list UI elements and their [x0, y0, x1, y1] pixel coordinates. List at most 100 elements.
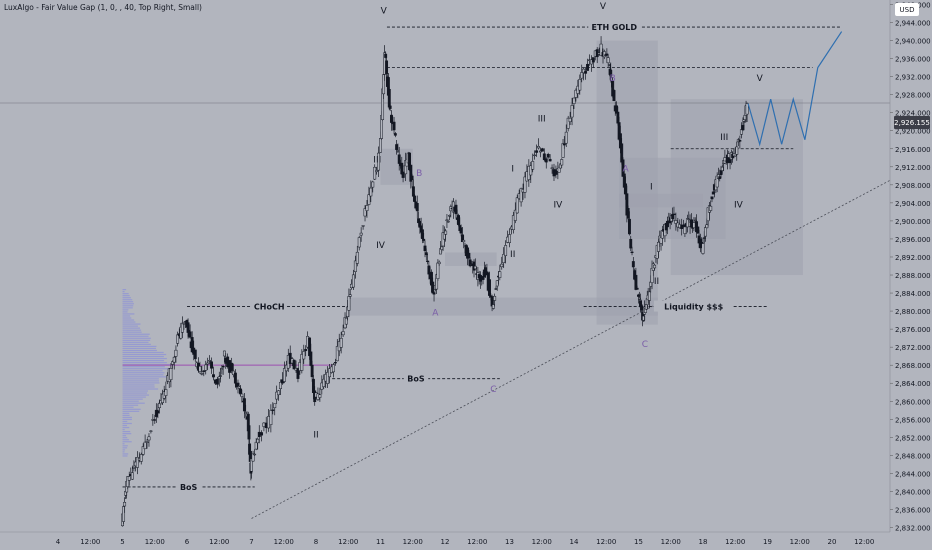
candle-body [257, 431, 261, 438]
level-label: BoS [407, 375, 425, 384]
candle-body [523, 176, 527, 193]
candle-body [409, 164, 413, 182]
candle-body [462, 239, 466, 243]
candle-body [200, 373, 204, 375]
level-label: BoS [180, 483, 198, 492]
x-tick-label: 11 [376, 538, 385, 546]
volume-profile-bar [122, 355, 164, 358]
candle-body [237, 386, 241, 389]
volume-profile-bar [122, 329, 142, 331]
candle-body [702, 237, 706, 239]
volume-profile-bar [122, 376, 167, 378]
candle-body [570, 105, 574, 118]
candle-body [318, 394, 322, 398]
currency-badge[interactable]: USD [895, 3, 919, 16]
candle-body [123, 502, 127, 507]
candle-body [240, 393, 244, 397]
candle-body [445, 219, 449, 222]
volume-profile-bar [122, 360, 165, 362]
candle-body [254, 441, 258, 450]
x-tick-label: 5 [120, 538, 124, 546]
y-tick-label: 2,876.000 [895, 326, 931, 334]
y-tick-label: 2,888.000 [895, 272, 931, 280]
volume-profile-bar [122, 382, 160, 384]
y-tick-label: 2,840.000 [895, 488, 931, 496]
wave-label: V [600, 2, 607, 12]
candle-body [397, 154, 401, 164]
candle-body [692, 222, 696, 228]
candle-body [657, 242, 660, 252]
candle-body [457, 215, 460, 226]
wave-label: C [642, 340, 648, 350]
wave-label: III [720, 133, 728, 143]
volume-profile-bar [122, 343, 151, 345]
indicator-label[interactable]: LuxAlgo - Fair Value Gap (1, 0, , 40, To… [4, 3, 202, 12]
candle-body [605, 53, 609, 56]
candle-body [574, 89, 578, 98]
candle-body [304, 348, 308, 352]
candle-body [424, 252, 428, 256]
candle-body [420, 229, 424, 239]
x-tick-label: 4 [56, 538, 61, 546]
candle-body [493, 295, 497, 301]
volume-profile-bar [122, 288, 127, 291]
candle-body [221, 366, 225, 368]
wave-label: III [373, 155, 381, 165]
volume-profile-bar [122, 307, 133, 309]
level-label: Liquidity $$$ [664, 303, 723, 312]
candle-body [169, 368, 173, 380]
candle-body [738, 140, 742, 142]
candle-body [739, 129, 743, 135]
volume-profile-bar [122, 315, 131, 317]
candle-body [508, 234, 511, 243]
candle-body [288, 352, 292, 364]
y-tick-label: 2,852.000 [895, 434, 931, 442]
volume-profile-bar [122, 341, 149, 343]
x-tick-label: 12:00 [596, 538, 616, 546]
candle-body [431, 281, 435, 294]
candle-body [672, 213, 676, 216]
candle-body [365, 205, 369, 211]
candle-body [251, 453, 255, 462]
candle-body [256, 438, 260, 444]
volume-profile-bar [122, 406, 134, 408]
candle-body [220, 368, 224, 370]
volume-profile-bar [122, 439, 129, 441]
candle-body [666, 220, 669, 228]
candle-body [495, 280, 499, 287]
candle-body [687, 218, 691, 221]
candle-body [423, 245, 427, 252]
volume-profile-bar [122, 317, 132, 319]
candle-body [444, 230, 448, 235]
volume-profile-bar [122, 357, 167, 360]
candle-body [390, 114, 393, 123]
candle-body [448, 215, 451, 217]
volume-profile-bar [122, 339, 151, 341]
candle-body [253, 453, 257, 456]
candle-body [271, 409, 275, 411]
candle-body [371, 181, 375, 188]
candle-body [264, 422, 268, 429]
x-tick-label: 18 [699, 538, 708, 546]
candle-body [630, 251, 634, 254]
candle-body [395, 144, 399, 150]
y-tick-label: 2,844.000 [895, 470, 931, 478]
candle-body [375, 170, 379, 173]
y-tick-label: 2,848.000 [895, 452, 931, 460]
wave-label: II [510, 250, 515, 260]
candle-body [147, 436, 151, 441]
level-label: ETH GOLD [592, 23, 638, 32]
x-tick-label: 19 [763, 538, 772, 546]
candle-body [718, 176, 722, 179]
candle-body [396, 150, 400, 152]
candle-body [273, 403, 277, 409]
candle-body [172, 356, 176, 363]
volume-profile-bar [122, 435, 127, 437]
volume-profile-bar [122, 293, 129, 295]
wave-label: IV [734, 200, 744, 210]
wave-label: A [622, 164, 629, 174]
candle-body [260, 432, 264, 436]
candle-body [426, 260, 430, 263]
candle-body [498, 271, 502, 278]
